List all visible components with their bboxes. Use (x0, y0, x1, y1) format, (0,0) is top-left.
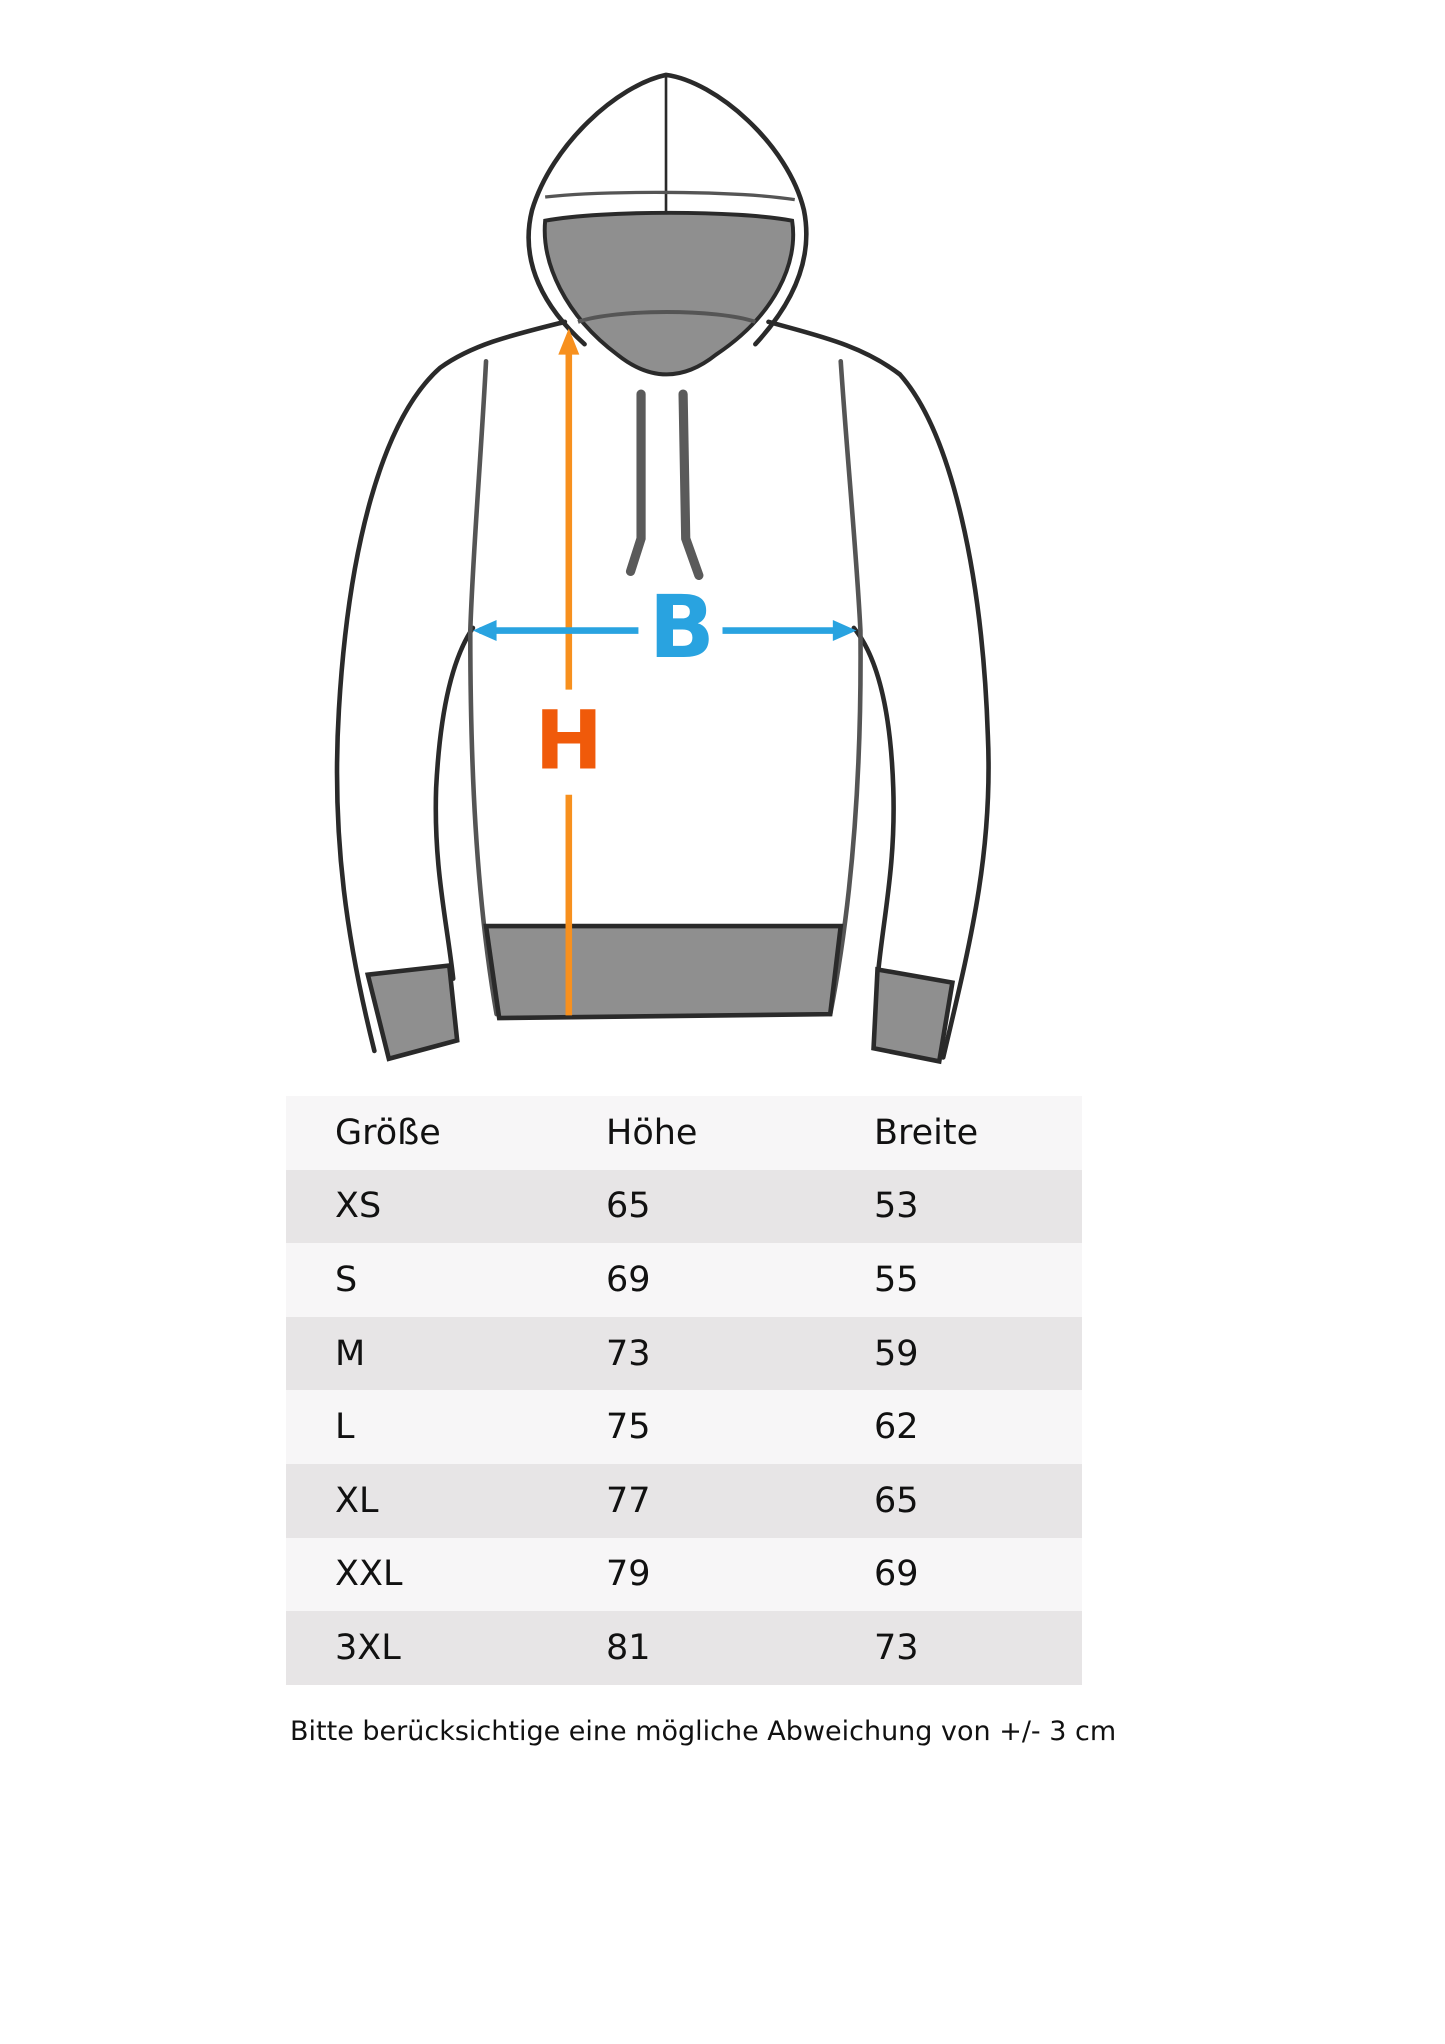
hood-inner (542, 210, 796, 377)
table-row: XL 77 65 (286, 1463, 1082, 1538)
table-row: XS 65 53 (286, 1169, 1082, 1244)
right-sleeve (766, 319, 991, 1060)
right-underarm (851, 625, 896, 981)
table-row: XXL 79 69 (286, 1537, 1082, 1612)
width-label: B (649, 578, 715, 678)
table-row: L 75 62 (286, 1390, 1082, 1464)
cell-width: 65 (874, 1480, 919, 1521)
cell-height: 81 (606, 1627, 651, 1668)
cell-size: S (335, 1259, 358, 1300)
right-cuff (871, 966, 956, 1065)
table-header-row: Größe Höhe Breite (286, 1096, 1082, 1170)
cell-width: 62 (874, 1407, 919, 1448)
left-sleeve (334, 319, 568, 1054)
drawstring-right (678, 389, 704, 580)
cell-size: M (335, 1333, 366, 1374)
cell-height: 77 (606, 1480, 651, 1521)
height-arrow (558, 328, 580, 1016)
tolerance-note: Bitte berücksichtige eine mögliche Abwei… (290, 1716, 1117, 1747)
cell-width: 55 (874, 1259, 919, 1300)
cell-height: 75 (606, 1407, 651, 1448)
cell-size: XS (335, 1186, 382, 1227)
cell-width: 73 (874, 1627, 919, 1668)
left-underarm (433, 625, 476, 981)
cell-height: 69 (606, 1259, 651, 1300)
height-label: H (535, 693, 603, 788)
cell-width: 59 (874, 1333, 919, 1374)
cell-width: 69 (874, 1554, 919, 1595)
cell-size: XXL (335, 1554, 403, 1595)
waistband (483, 923, 844, 1021)
cell-height: 65 (606, 1186, 651, 1227)
drawstring-left (625, 389, 646, 577)
cell-height: 73 (606, 1333, 651, 1374)
cell-height: 79 (606, 1554, 651, 1595)
table-row: 3XL 81 73 (286, 1611, 1082, 1685)
table-row: M 73 59 (286, 1316, 1082, 1391)
width-arrow (472, 620, 857, 642)
size-table: Größe Höhe Breite XS 65 53 S 69 55 M 73 59 L 75… (286, 1096, 1082, 1685)
header-height: Höhe (606, 1112, 698, 1153)
cell-width: 53 (874, 1186, 919, 1227)
body-right (827, 358, 863, 1017)
table-row: S 69 55 (286, 1243, 1082, 1317)
cell-size: 3XL (335, 1627, 401, 1668)
cell-size: XL (335, 1480, 379, 1521)
body-left (467, 358, 499, 1017)
cell-size: L (335, 1407, 355, 1448)
header-width: Breite (874, 1112, 979, 1153)
header-size: Größe (335, 1112, 441, 1153)
left-cuff (364, 962, 460, 1062)
